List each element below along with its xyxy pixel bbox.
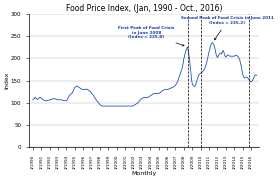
Text: Second Peak of Food Crisis in June 2011
(Index = 235.2): Second Peak of Food Crisis in June 2011 … [181, 16, 274, 40]
Title: Food Price Index, (Jan, 1990 - Oct., 2016): Food Price Index, (Jan, 1990 - Oct., 201… [66, 4, 222, 13]
X-axis label: Monthly: Monthly [131, 171, 157, 176]
Y-axis label: Index: Index [4, 72, 9, 89]
Text: First Peak of Food Crisis
in June 2008
(Index = 225.8): First Peak of Food Crisis in June 2008 (… [118, 26, 184, 46]
